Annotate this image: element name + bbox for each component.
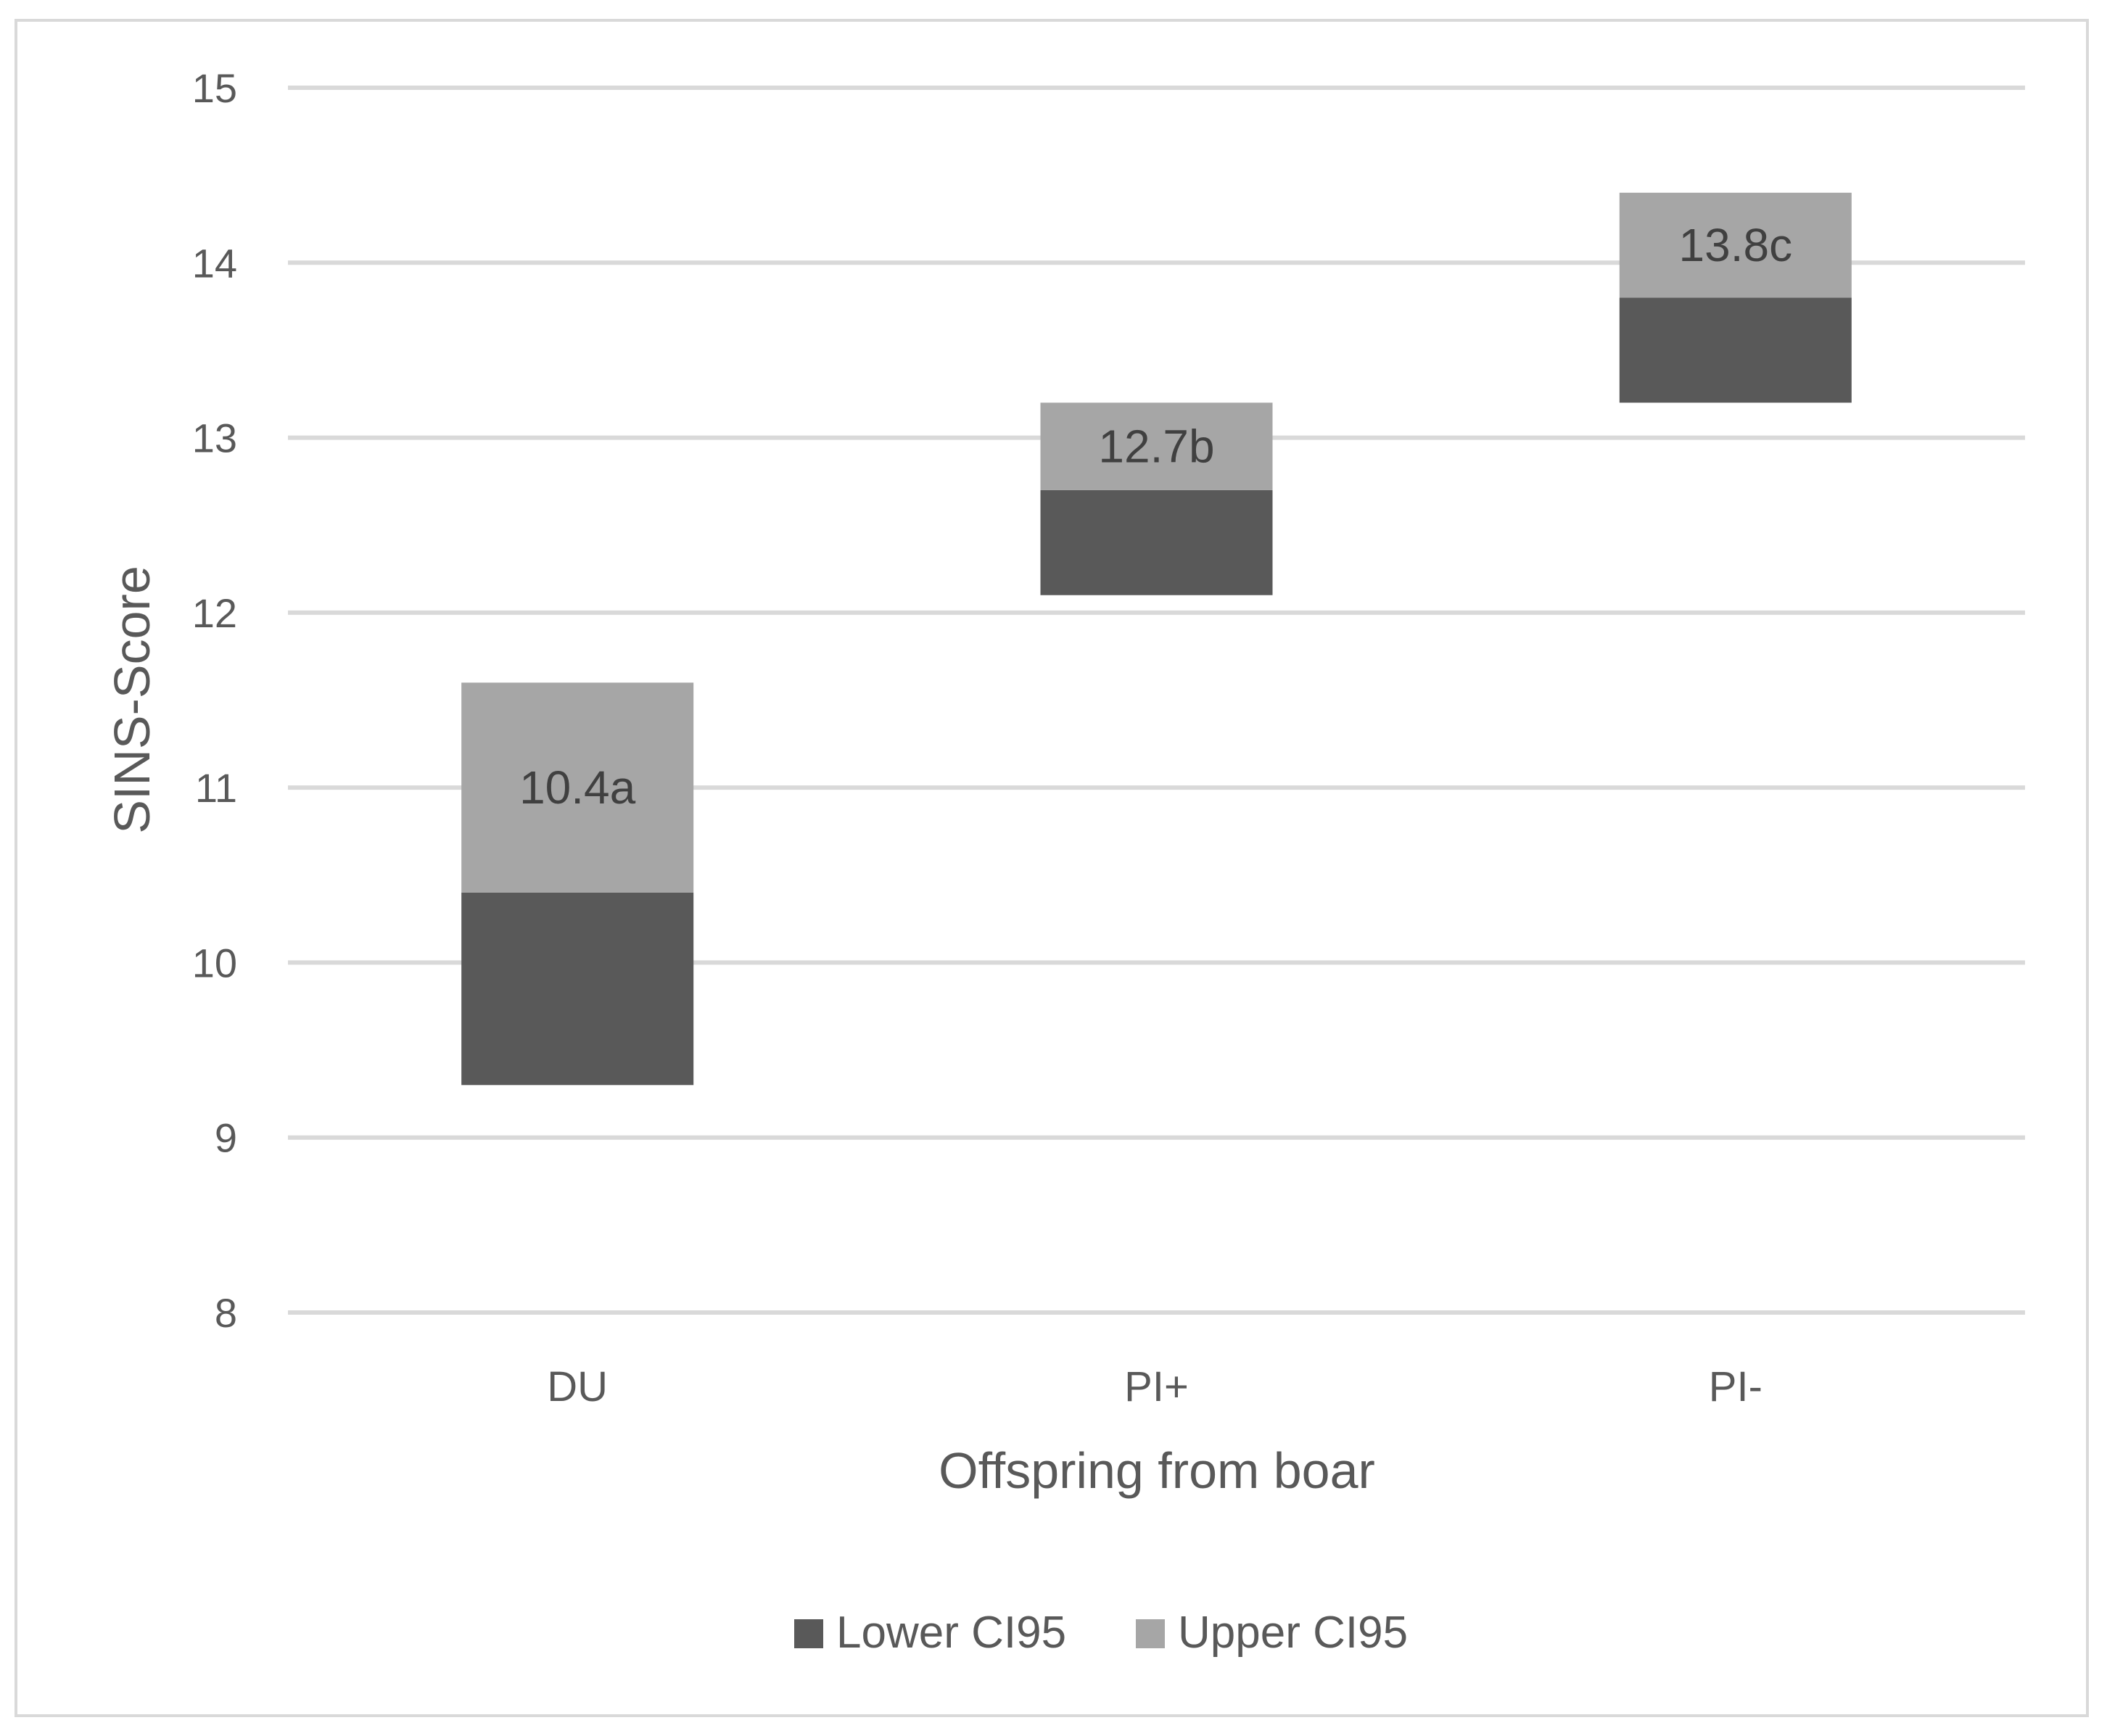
bar-lower-ci95 <box>461 892 694 1086</box>
data-label: 13.8c <box>1679 219 1793 271</box>
data-label: 10.4a <box>519 761 636 814</box>
legend-swatch-lower <box>794 1619 823 1648</box>
y-tick-label: 9 <box>215 1115 237 1161</box>
y-axis-title: SINS-Score <box>104 566 160 834</box>
bar-upper-ci95 <box>1619 192 1852 298</box>
y-tick-label: 10 <box>192 940 237 985</box>
y-tick-label: 14 <box>192 240 237 286</box>
legend: Lower CI95 Upper CI95 <box>794 1608 1408 1658</box>
y-tick-label: 12 <box>192 590 237 636</box>
y-tick-label: 15 <box>192 65 237 111</box>
y-tick-label: 11 <box>195 765 237 811</box>
data-label: 12.7b <box>1098 421 1214 473</box>
x-tick-label: DU <box>547 1363 608 1410</box>
data-labels: 10.4a 12.7b 13.8c <box>519 219 1792 814</box>
bar-lower-ci95 <box>1619 297 1852 403</box>
x-axis-ticks: DU PI+ PI- <box>547 1363 1762 1410</box>
x-axis-title: Offspring from boar <box>939 1442 1375 1499</box>
bar-lower-ci95 <box>1040 489 1273 595</box>
y-tick-label: 8 <box>215 1290 237 1336</box>
bar-upper-ci95 <box>461 682 694 893</box>
y-tick-label: 13 <box>192 416 237 461</box>
bars <box>461 192 1852 1086</box>
legend-label-upper: Upper CI95 <box>1178 1608 1408 1658</box>
legend-label-lower: Lower CI95 <box>836 1608 1066 1658</box>
x-tick-label: PI- <box>1709 1363 1762 1410</box>
bar-upper-ci95 <box>1040 402 1273 490</box>
x-tick-label: PI+ <box>1124 1363 1189 1410</box>
y-axis-ticks: 8 9 10 11 12 13 14 15 <box>192 65 237 1336</box>
legend-swatch-upper <box>1136 1619 1165 1648</box>
